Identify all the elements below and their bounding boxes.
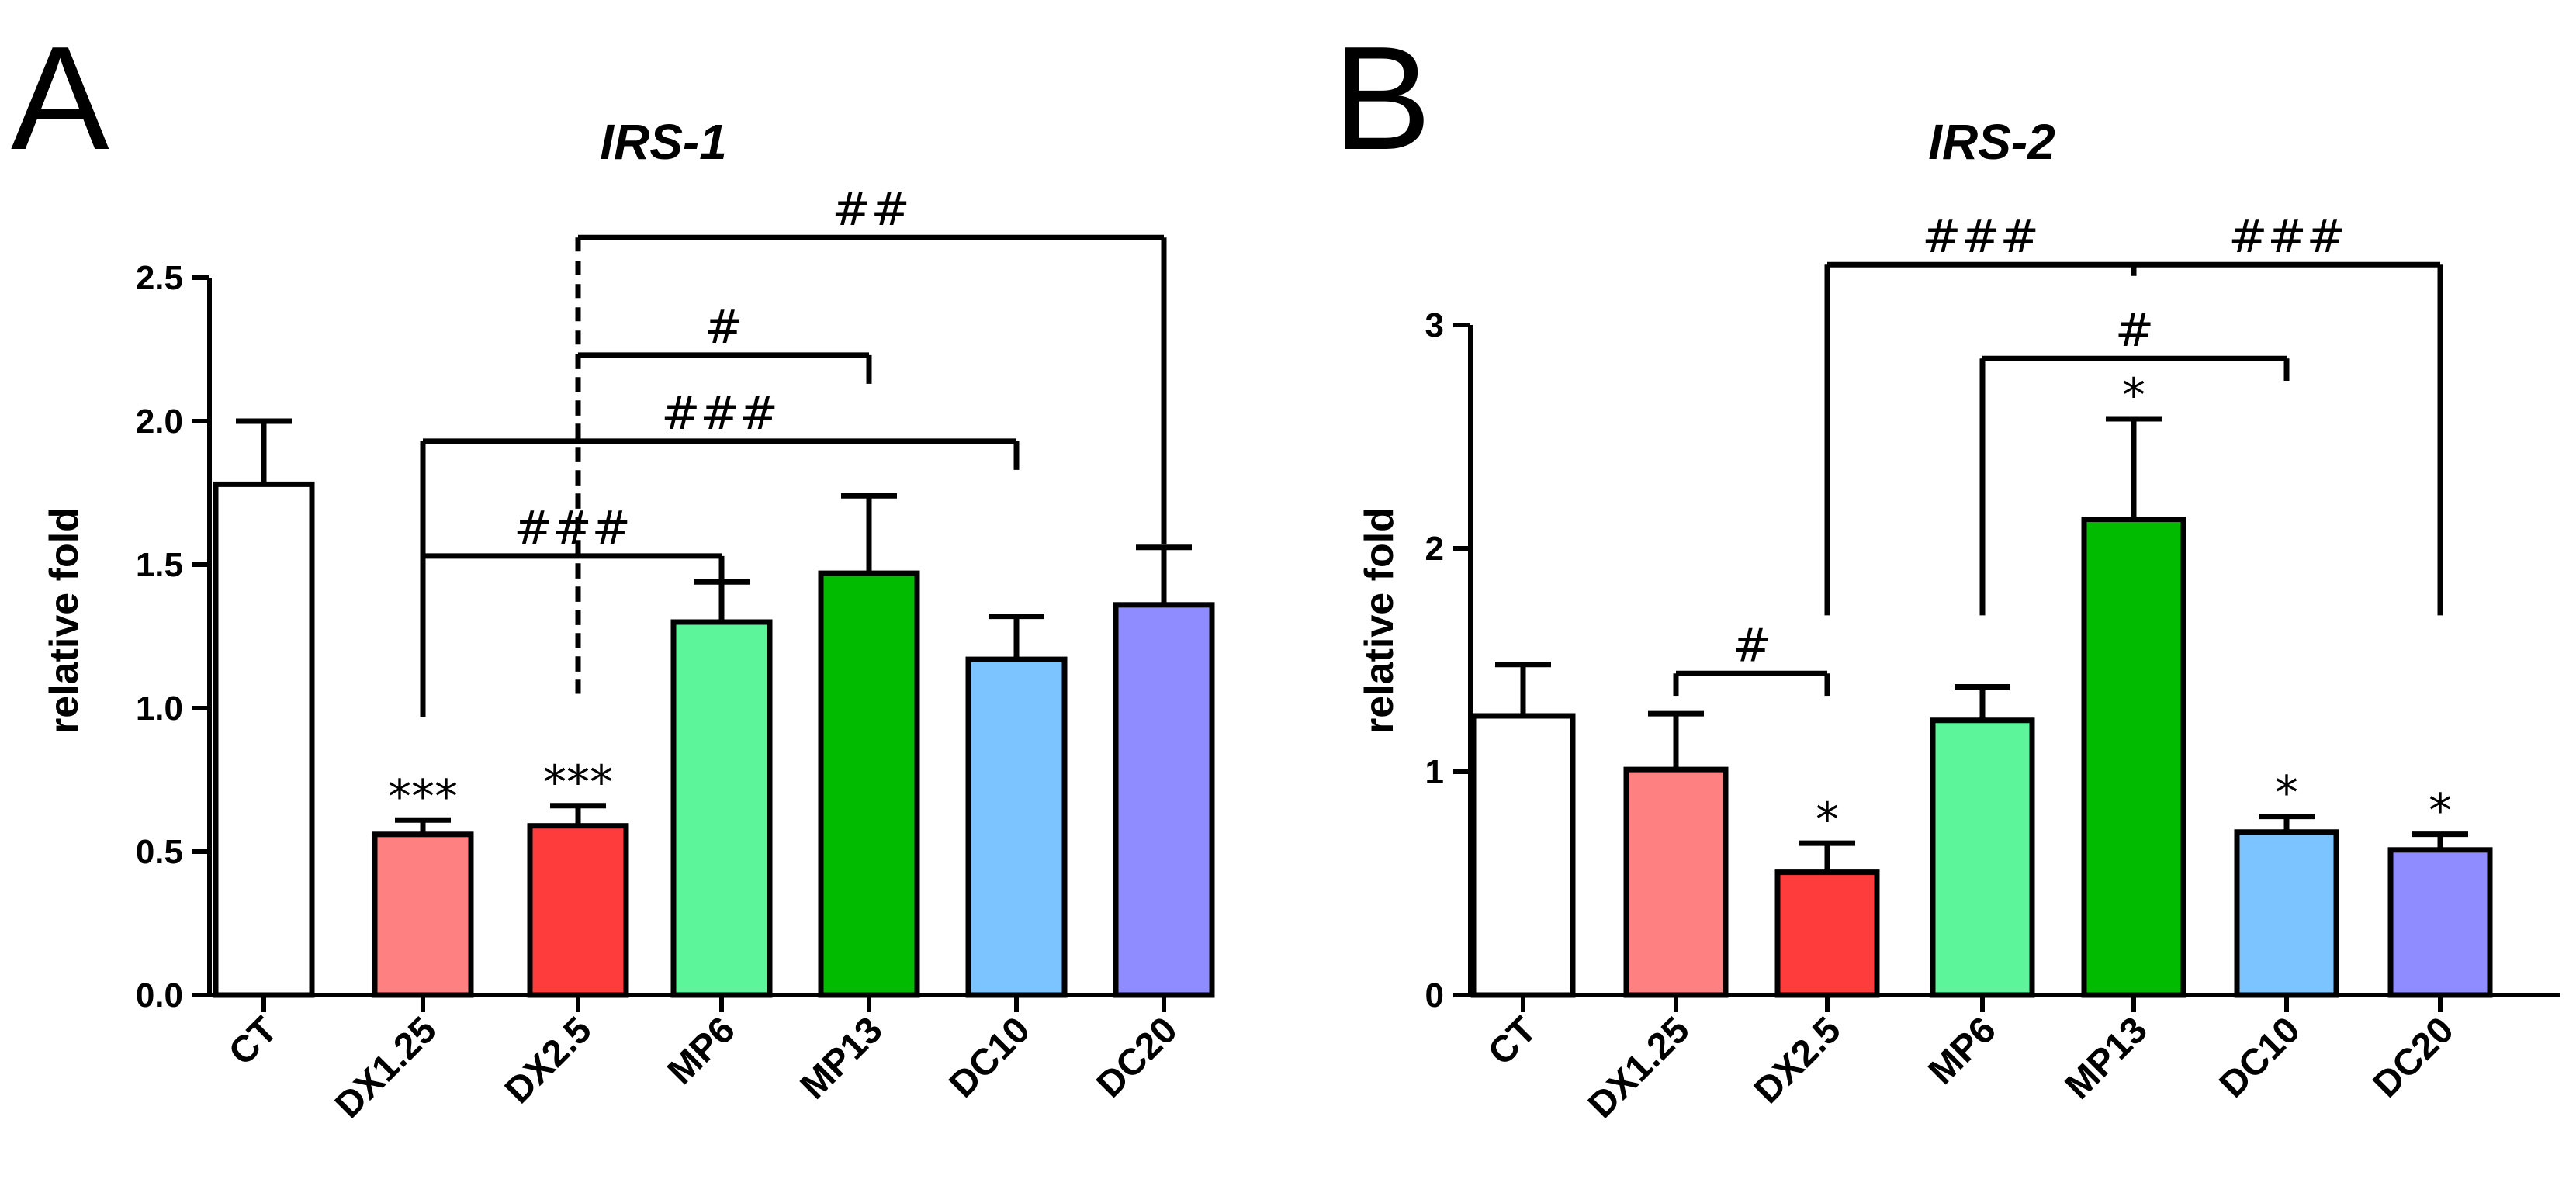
chart-2-title: IRS-2 (1928, 114, 2055, 170)
chart-1-bracket-label: # (704, 300, 743, 354)
chart-1-x-tick-label: DC10 (942, 1009, 1038, 1105)
chart-1-bracket-label: ## (832, 182, 910, 237)
chart-1-bar-dc20 (1113, 602, 1215, 998)
chart-2-x-tick-label: DX2.5 (1747, 1009, 1849, 1111)
chart-2-y-tick-label: 3 (1425, 306, 1444, 344)
chart-2-bar-ct (1470, 713, 1576, 998)
chart-2-bracket-label: # (2115, 303, 2154, 358)
chart-2-significance-mark: * (2122, 368, 2145, 423)
chart-1-y-tick-label: 2.0 (136, 403, 183, 441)
panel-letter-a: A (11, 16, 109, 181)
chart-1-x-tick-label: DC20 (1089, 1009, 1186, 1105)
chart-2-bar-dx2-5 (1774, 869, 1880, 998)
chart-1-significance-mark: *** (388, 769, 458, 824)
chart-1-significance-mark: *** (543, 755, 613, 810)
chart-irs-2: IRS-2 relative fold 0 1 2 3 CT DX1.25 DX2.5 * MP6 M… (1357, 114, 2560, 1126)
chart-1-y-axis-label: relative fold (42, 507, 87, 734)
chart-2-bar-dc20 (2387, 847, 2493, 998)
chart-1-y-tick-label: 1.5 (136, 546, 183, 584)
chart-2-bar-dc10 (2234, 829, 2339, 998)
chart-2-x-tick-label: MP6 (1921, 1009, 2004, 1092)
chart-1-x-tick-label: MP6 (660, 1009, 743, 1092)
chart-irs-1: IRS-1 relative fold 0.0 0.5 1.0 1.5 2.0 2.5 CT DX… (42, 114, 1215, 1126)
panel-letter-b: B (1333, 16, 1432, 181)
chart-2-bar-mp6 (1930, 717, 2035, 998)
chart-1-title: IRS-1 (600, 114, 727, 170)
chart-1-bar-mp13 (818, 570, 920, 998)
chart-2-y-tick-label: 0 (1425, 977, 1444, 1015)
chart-1-x-tick-label: CT (221, 1009, 286, 1073)
chart-1-x-tick-label: MP13 (793, 1009, 891, 1107)
chart-2-bracket-label: ### (1922, 209, 2039, 264)
chart-2-significance-mark: * (1816, 793, 1839, 847)
chart-1-bar-mp6 (670, 619, 773, 998)
chart-2-y-axis-label: relative fold (1357, 507, 1402, 734)
chart-1-bracket-label: ### (514, 501, 631, 555)
chart-2-bar-mp13 (2081, 517, 2186, 998)
chart-2-significance-mark: * (2275, 766, 2298, 821)
chart-1-x-tick-label: DX2.5 (497, 1009, 600, 1111)
chart-2-bracket-label: # (1732, 618, 1771, 672)
chart-2-y-tick-label: 2 (1425, 530, 1444, 568)
chart-1-bar-dc10 (965, 656, 1068, 998)
chart-1-y-tick-label: 0.0 (136, 977, 183, 1015)
chart-2-x-tick-label: DC10 (2212, 1009, 2308, 1105)
chart-1-bar-dx2-5 (527, 823, 629, 998)
chart-2-bar-dx1-25 (1623, 766, 1729, 998)
chart-1-y-tick-label: 2.5 (136, 259, 183, 297)
chart-2-y-tick-label: 1 (1425, 753, 1444, 791)
chart-1-bracket-label: ### (661, 386, 778, 441)
chart-1-x-tick-label: DX1.25 (327, 1009, 445, 1126)
chart-2-x-tick-label: CT (1480, 1009, 1545, 1073)
chart-2-x-tick-label: MP13 (2058, 1009, 2155, 1107)
chart-2-x-tick-label: DC20 (2366, 1009, 2462, 1105)
chart-1-y-tick-label: 1.0 (136, 690, 183, 728)
chart-2-x-tick-label: DX1.25 (1581, 1009, 1698, 1126)
chart-1-bar-dx1-25 (372, 831, 474, 998)
chart-1-y-tick-label: 0.5 (136, 833, 183, 871)
chart-2-bracket-label: ### (2228, 209, 2346, 264)
chart-2-significance-mark: * (2429, 784, 2452, 838)
chart-1-bar-ct (213, 481, 315, 998)
